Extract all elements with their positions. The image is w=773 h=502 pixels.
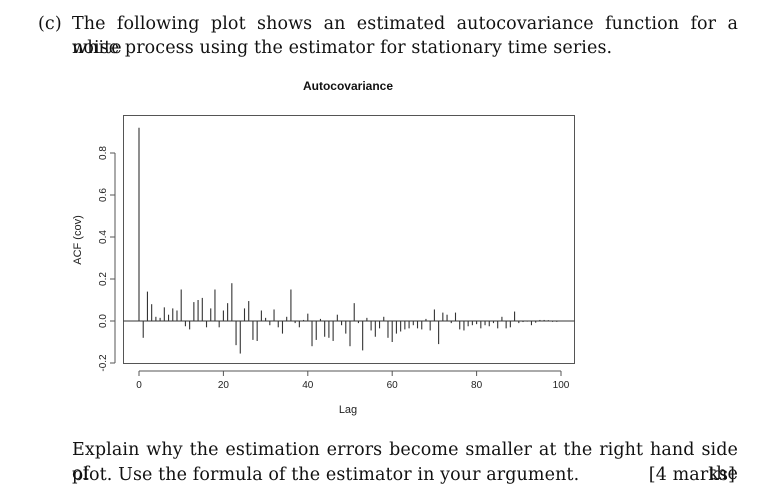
y-tick-label: 0.8 [98,146,109,160]
question-text-line2: noise process using the estimator for st… [72,38,613,58]
y-tick-label: 0.2 [98,272,109,286]
x-tick-label: 100 [553,380,570,391]
y-tick-label: 0.6 [98,188,109,202]
x-tick-label: 0 [136,380,142,391]
x-tick-label: 60 [387,380,399,391]
y-tick-label: 0.0 [98,314,109,328]
y-tick-label: -0.2 [98,354,109,372]
y-tick-label: 0.4 [98,230,109,244]
x-axis: 0 20 40 60 80 100 [136,370,570,391]
question-text-line1: The following plot shows an estimated au… [72,14,738,58]
y-axis: -0.2 0.0 0.2 0.4 0.6 0.8 [98,146,116,372]
x-tick-label: 40 [302,380,314,391]
explain-text-line1: Explain why the estimation errors become… [72,440,738,484]
plot-frame [123,115,575,364]
marks-label: [4 marks] [648,465,735,485]
x-tick-label: 20 [218,380,230,391]
x-tick-label: 80 [471,380,483,391]
y-axis-label: ACF (cov) [72,215,84,265]
x-axis-label: Lag [339,404,357,416]
chart-title: Autocovariance [303,79,393,93]
acf-bars [138,127,558,354]
question-label: (c) [38,14,62,34]
explain-text-line2: plot. Use the formula of the estimator i… [72,465,580,485]
